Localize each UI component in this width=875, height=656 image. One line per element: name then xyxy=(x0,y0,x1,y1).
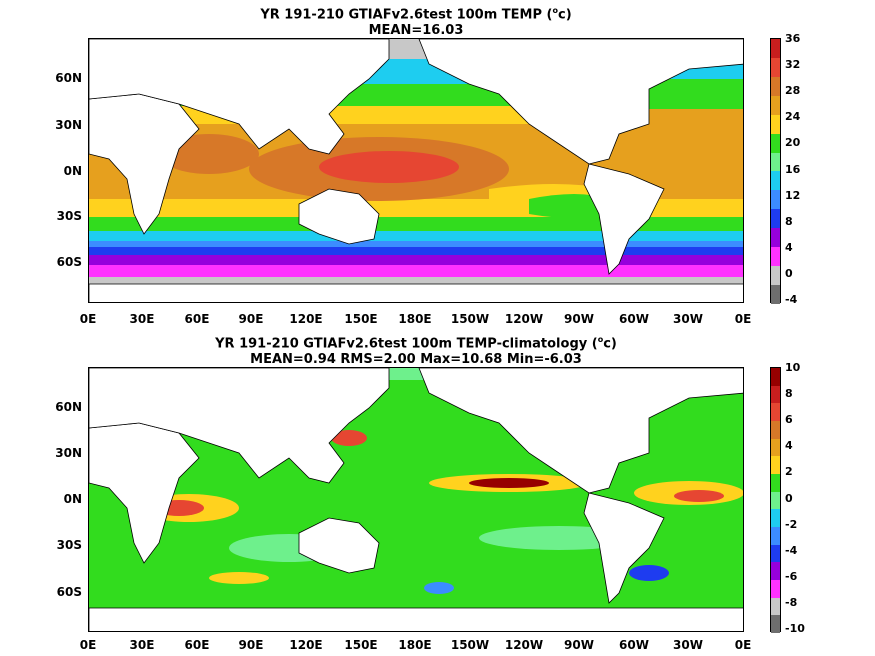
panel2-lon-120w: 120W xyxy=(504,638,544,652)
panel1-colorbar-segment xyxy=(771,95,780,115)
panel1-title-line1: YR 191-210 GTIAFv2.6test 100m TEMP (oc) xyxy=(260,6,572,23)
panel2-lon-60w: 60W xyxy=(619,638,649,652)
panel1-lon-60e: 60E xyxy=(184,312,210,326)
panel2-colorbar-segment xyxy=(771,456,780,474)
panel1-lon-0e: 0E xyxy=(79,312,97,326)
panel1-lat-60n: 60N xyxy=(55,71,82,85)
panel1-lon-60w: 60W xyxy=(619,312,649,326)
panel1-colorbar-segment xyxy=(771,39,780,58)
panel2-colorbar-segment xyxy=(771,420,780,439)
panel2-colorbar-segment xyxy=(771,509,780,527)
panel2-colorbar-segment xyxy=(771,579,780,598)
panel2-lat-30s: 30S xyxy=(56,538,82,552)
panel1-colorbar-segment xyxy=(771,152,780,172)
panel2-lon-90e: 90E xyxy=(238,638,264,652)
panel1-colorbar-segment xyxy=(771,247,780,267)
panel2-map-graphic xyxy=(89,368,743,631)
panel2-lat-30n: 30N xyxy=(55,446,82,460)
panel1-colorbar-segment xyxy=(771,228,780,248)
panel1-colorbar-tick: 0 xyxy=(785,266,793,280)
panel2-colorbar-tick: -8 xyxy=(785,595,798,609)
panel2-map xyxy=(88,367,744,632)
panel1-lon-0e-end: 0E xyxy=(734,312,752,326)
panel1-colorbar-segment xyxy=(771,209,780,229)
panel1-colorbar-tick: 24 xyxy=(785,110,801,124)
panel2-colorbar-segment xyxy=(771,438,780,457)
panel2-lon-0e: 0E xyxy=(79,638,97,652)
panel2-lon-90w: 90W xyxy=(564,638,594,652)
panel2-colorbar-tick: -6 xyxy=(785,569,798,583)
panel2-colorbar-tick: -4 xyxy=(785,543,798,557)
panel1-colorbar-tick: 28 xyxy=(785,84,801,98)
panel2-lat-0n: 0N xyxy=(63,492,82,506)
panel1-lon-150w: 150W xyxy=(450,312,490,326)
panel2-colorbar-tick: -2 xyxy=(785,517,798,531)
panel1-title-line2: MEAN=16.03 xyxy=(368,23,464,39)
panel1-colorbar-segment xyxy=(771,266,780,285)
panel2-lon-150w: 150W xyxy=(450,638,490,652)
panel2-colorbar-segment xyxy=(771,562,780,580)
panel2-lat-60n: 60N xyxy=(55,400,82,414)
panel2-colorbar-tick: 10 xyxy=(785,361,801,374)
panel2-lon-150e: 150E xyxy=(344,638,378,652)
panel1-lon-120e: 120E xyxy=(289,312,323,326)
panel1-lon-90w: 90W xyxy=(564,312,594,326)
panel1-colorbar-segment xyxy=(771,133,780,153)
panel1-map-graphic xyxy=(89,39,743,302)
panel2-colorbar-segment xyxy=(771,544,780,563)
panel1-colorbar-segment xyxy=(771,76,780,96)
panel2-colorbar-tick: 2 xyxy=(785,465,793,479)
panel2-colorbar-segment xyxy=(771,473,780,492)
panel2-colorbar-segment xyxy=(771,491,780,510)
panel1-lat-60s: 60S xyxy=(56,255,82,269)
panel2-colorbar xyxy=(770,367,781,633)
panel1-lat-30s: 30S xyxy=(56,209,82,223)
panel1-lon-90e: 90E xyxy=(238,312,264,326)
panel1-colorbar-tick: 4 xyxy=(785,240,793,254)
panel1-lon-30w: 30W xyxy=(673,312,703,326)
panel1-map xyxy=(88,38,744,303)
panel1-colorbar-segment xyxy=(771,190,780,210)
panel2-lat-60s: 60S xyxy=(56,585,82,599)
panel1-colorbar-segment xyxy=(771,171,780,191)
panel1-colorbar-tick: 32 xyxy=(785,58,801,72)
panel1-colorbar-segment xyxy=(771,284,780,304)
panel2-title-line2: MEAN=0.94 RMS=2.00 Max=10.68 Min=-6.03 xyxy=(250,352,582,368)
panel1-lon-150e: 150E xyxy=(344,312,378,326)
panel2-lon-30e: 30E xyxy=(129,638,155,652)
panel1-lat-30n: 30N xyxy=(55,118,82,132)
panel2-colorbar-segment xyxy=(771,403,780,421)
panel1-lat-0n: 0N xyxy=(63,164,82,178)
panel1-colorbar-tick: 20 xyxy=(785,136,801,150)
panel2-colorbar-tick: 4 xyxy=(785,439,793,453)
panel2-colorbar-segment xyxy=(771,385,780,404)
panel1-colorbar-segment xyxy=(771,57,780,77)
panel1-lon-120w: 120W xyxy=(504,312,544,326)
panel2-title-line1: YR 191-210 GTIAFv2.6test 100m TEMP-clima… xyxy=(215,335,617,352)
panel1-colorbar-segment xyxy=(771,114,780,134)
panel2-colorbar-segment xyxy=(771,597,780,616)
panel2-lon-30w: 30W xyxy=(673,638,703,652)
panel1-lon-180e: 180E xyxy=(398,312,432,326)
panel2-title: YR 191-210 GTIAFv2.6test 100m TEMP-clima… xyxy=(88,332,744,368)
panel2-colorbar-segment xyxy=(771,615,780,633)
panel1-colorbar-tick: -4 xyxy=(785,293,798,306)
panel1-colorbar xyxy=(770,38,781,304)
panel2-colorbar-tick: 0 xyxy=(785,491,793,505)
panel2-colorbar-tick: 6 xyxy=(785,413,793,427)
panel2-colorbar-segment xyxy=(771,526,780,545)
panel1-title: YR 191-210 GTIAFv2.6test 100m TEMP (oc) … xyxy=(88,3,744,39)
panel1-lon-30e: 30E xyxy=(129,312,155,326)
panel2-lon-0e-end: 0E xyxy=(734,638,752,652)
panel2-lon-60e: 60E xyxy=(184,638,210,652)
panel2-colorbar-tick: -10 xyxy=(785,622,805,635)
panel1-colorbar-tick: 8 xyxy=(785,214,793,228)
panel2-colorbar-tick: 8 xyxy=(785,387,793,401)
panel2-colorbar-segment xyxy=(771,368,780,386)
panel1-colorbar-tick: 16 xyxy=(785,162,801,176)
panel1-colorbar-tick: 36 xyxy=(785,32,801,45)
panel1-colorbar-tick: 12 xyxy=(785,188,801,202)
panel2-lon-180e: 180E xyxy=(398,638,432,652)
panel2-lon-120e: 120E xyxy=(289,638,323,652)
